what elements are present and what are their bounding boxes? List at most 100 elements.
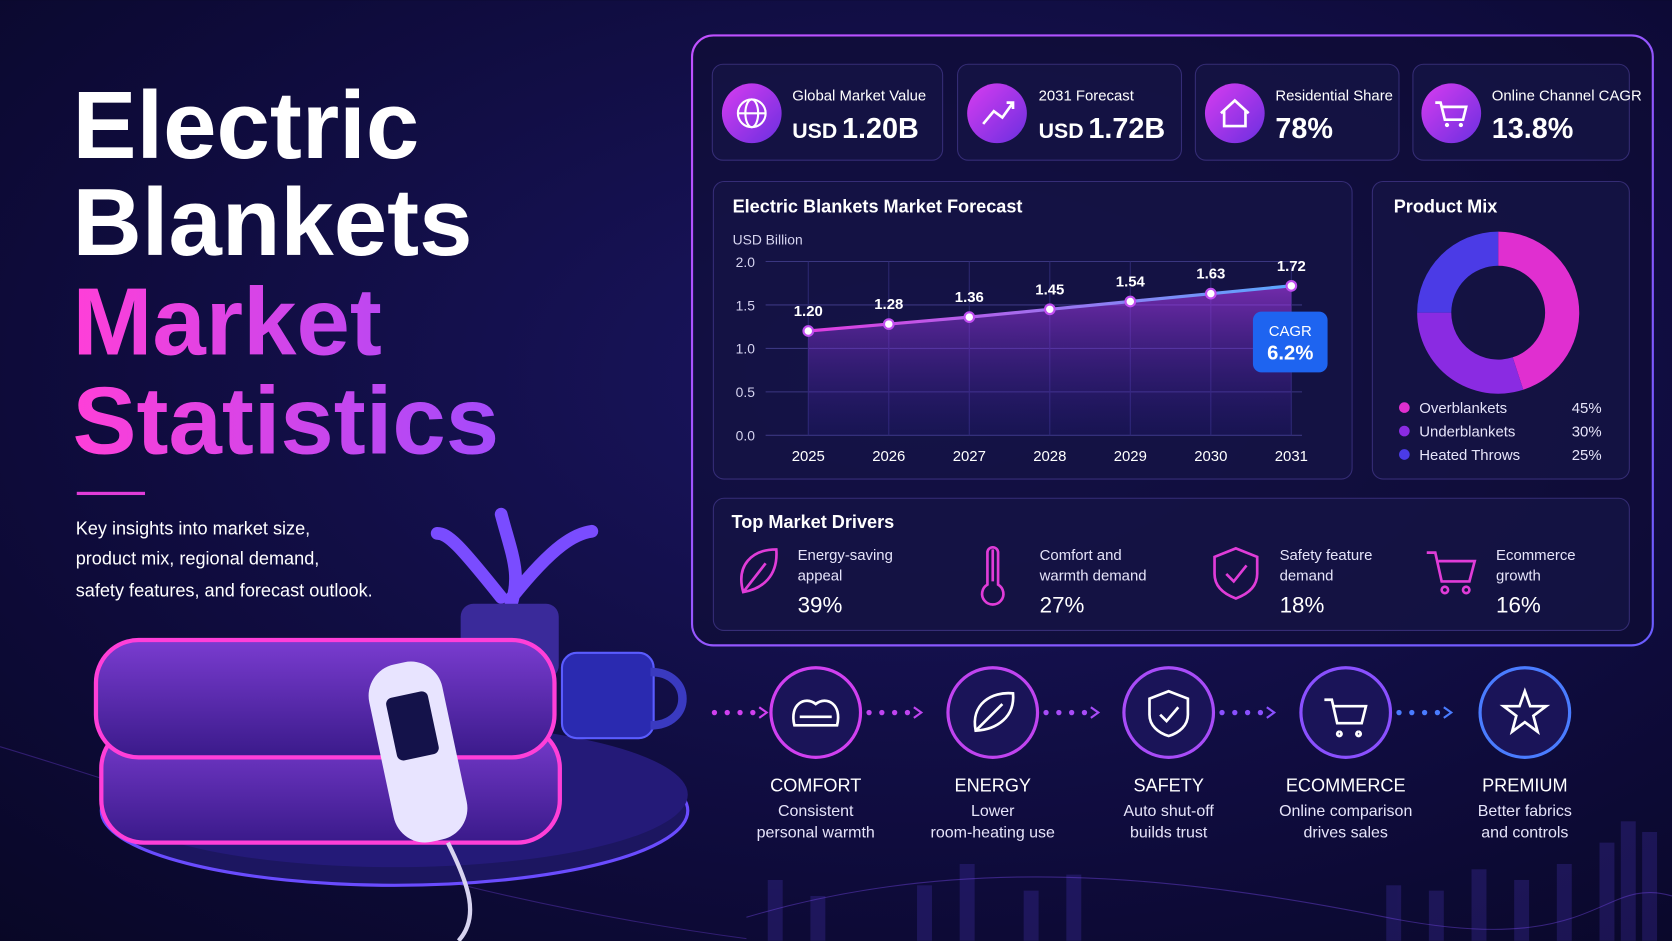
driver-value: 18% — [1280, 592, 1325, 617]
decor-wave — [746, 876, 1672, 930]
step-text: Better fabrics — [1478, 803, 1572, 820]
step-text: Consistent — [778, 803, 854, 820]
connector-dot — [1056, 709, 1062, 716]
connector-arrow — [758, 706, 769, 719]
x-tick-label: 2030 — [1194, 448, 1227, 465]
kpi-value: 1.20B — [842, 113, 919, 145]
step-icon — [1324, 698, 1368, 738]
connector-dot — [1434, 709, 1441, 716]
connector-dot — [1081, 709, 1088, 716]
driver-label: Ecommerce — [1496, 547, 1576, 564]
value-label: 1.28 — [874, 296, 903, 313]
kpi-value: 78% — [1275, 113, 1333, 145]
kpi-label: Online Channel CAGR — [1492, 87, 1642, 104]
donut-slice — [1498, 231, 1580, 390]
legend-label: Overblankets — [1419, 400, 1507, 417]
driver-label: warmth demand — [1039, 567, 1147, 584]
driver-label: Energy-saving — [798, 547, 893, 564]
hero-description: safety features, and forecast outlook. — [76, 580, 373, 600]
legend-label: Heated Throws — [1419, 447, 1520, 464]
connector-dot — [724, 709, 730, 716]
point — [1043, 303, 1056, 316]
value-label: 1.36 — [955, 289, 984, 306]
blanket-illustration — [93, 507, 690, 941]
value-label: 1.20 — [794, 303, 823, 320]
driver-label: Comfort and — [1040, 547, 1122, 564]
connector-dot — [1068, 709, 1075, 716]
step-title: ECOMMERCE — [1286, 775, 1406, 795]
x-tick-label: 2028 — [1033, 448, 1066, 465]
step-text: Lower — [971, 803, 1015, 820]
legend-value: 30% — [1572, 423, 1602, 440]
step-text: room-heating use — [931, 824, 1056, 841]
kpi-label: Global Market Value — [792, 87, 926, 104]
connector-dot — [1232, 709, 1238, 716]
step-title: SAFETY — [1133, 775, 1203, 795]
cagr-badge: CAGR 6.2% — [1252, 311, 1328, 373]
kpi-prefix: USD — [1039, 119, 1084, 143]
kpi-label: 2031 Forecast — [1039, 87, 1135, 104]
step-icon — [973, 691, 1015, 733]
kpi-card: Online Channel CAGR 13.8% — [1412, 63, 1642, 161]
kpi-value: USD 1.72B — [1039, 113, 1166, 145]
hero-description: Key insights into market size, — [76, 518, 311, 538]
donut-slice — [1417, 231, 1499, 313]
connector-dot — [891, 709, 898, 716]
y-axis-label: USD Billion — [733, 231, 803, 247]
step-text: Online comparison — [1279, 803, 1412, 820]
kpi-value: 1.72B — [1088, 113, 1165, 145]
connector-dot — [711, 709, 718, 716]
connector-dot — [1219, 709, 1225, 716]
step-circle — [1478, 666, 1572, 759]
y-tick-label: 0.5 — [736, 384, 756, 400]
connector-dot — [1409, 709, 1415, 716]
point — [882, 318, 895, 330]
kpi-prefix: USD — [792, 119, 837, 143]
area — [808, 285, 1292, 436]
hero-title: Market — [73, 268, 382, 375]
step-circle — [1299, 666, 1393, 759]
x-tick-label: 2026 — [872, 448, 905, 465]
legend-swatch — [1399, 425, 1410, 437]
kpi-value: USD 1.20B — [792, 113, 919, 145]
step-title: COMFORT — [770, 775, 861, 795]
driver-label: appeal — [798, 567, 843, 584]
title-underline — [76, 491, 146, 496]
driver-value: 39% — [798, 592, 843, 617]
connector-dot — [866, 709, 872, 716]
step-text: personal warmth — [757, 824, 875, 841]
donut-slice — [1417, 312, 1524, 394]
connector-dot — [737, 709, 743, 716]
driver-value: 16% — [1496, 592, 1541, 617]
kpi-label: Residential Share — [1275, 87, 1393, 104]
step-icon — [1499, 687, 1551, 736]
step-circle — [1122, 666, 1216, 759]
chart-title: Electric Blankets Market Forecast — [733, 196, 1023, 216]
legend-swatch — [1399, 449, 1410, 460]
donut-chart: Overblankets 45% Underblankets 30% Heated Th… — [1399, 231, 1602, 464]
value-label: 1.45 — [1035, 281, 1064, 298]
x-tick-label: 2027 — [953, 448, 986, 465]
step-icon — [792, 699, 840, 727]
step-title: PREMIUM — [1482, 775, 1568, 795]
hero-title: Blankets — [73, 169, 473, 276]
kpi-value: 13.8% — [1492, 113, 1574, 145]
steps: COMFORT Consistent personal warmth ENERGY Lo… — [711, 666, 1572, 841]
step-text: Auto shut-off — [1124, 803, 1215, 820]
step-circle — [769, 666, 863, 759]
value-label: 1.54 — [1116, 274, 1146, 291]
connector-dot — [1421, 709, 1428, 716]
y-tick-label: 1.0 — [736, 341, 756, 357]
annotation-label: CAGR — [1269, 323, 1312, 340]
step-text: and controls — [1481, 824, 1568, 841]
driver-items: Energy-saving appeal 39% Comfort and warmth … — [798, 547, 1576, 617]
annotation-value: 6.2% — [1267, 343, 1313, 365]
line-chart: 0.0 0.5 1.0 1.5 2.0 2025 2026 2027 2028 2029 2030 2… — [736, 254, 1308, 465]
hero-title: Statistics — [73, 367, 500, 474]
driver-label: demand — [1280, 567, 1334, 584]
x-tick-label: 2025 — [792, 448, 825, 465]
driver-icons — [740, 546, 1477, 606]
point — [802, 325, 815, 337]
point — [1204, 287, 1217, 300]
driver-label: growth — [1496, 567, 1541, 584]
